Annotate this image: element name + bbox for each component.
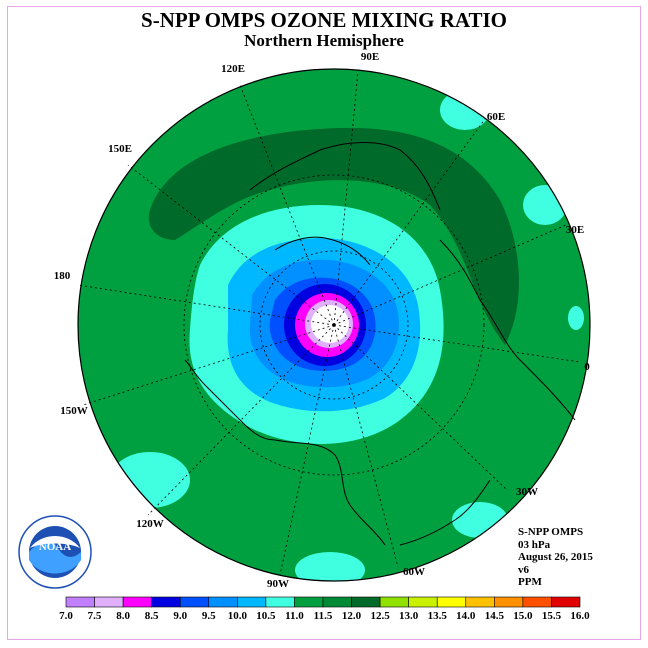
colorbar: 7.0 7.5 8.0 8.5 9.0 9.5 10.0 10.5 11.0 11.5 12.0 12… (59, 596, 590, 622)
colorbar-swatch (65, 596, 95, 608)
coastlines (184, 142, 576, 546)
colorbar-tick-label: 10.5 (256, 610, 276, 622)
meridian-150w (82, 324, 335, 406)
colorbar-swatch (494, 596, 524, 608)
lon-label-120e: 120E (221, 63, 245, 75)
lon-label-60w: 60W (403, 566, 425, 578)
map-title: S-NPP OMPS OZONE MIXING RATIO (141, 8, 507, 32)
coast-north-america (239, 419, 386, 546)
aqua-patch-rim (568, 306, 584, 330)
colorbar-tick-label: 8.0 (116, 610, 130, 622)
meridian-60w (333, 324, 399, 568)
colorbar-swatch (94, 596, 124, 608)
colorbar-swatch (551, 596, 581, 608)
meridian-30e (333, 224, 567, 326)
colorbar-swatch (408, 596, 438, 608)
lon-label-90e: 90E (361, 51, 379, 63)
lon-label-30e: 30E (566, 224, 584, 236)
meridian-150e (127, 164, 335, 326)
colorbar-tick-label: 14.5 (485, 610, 505, 622)
colorbar-swatch (465, 596, 495, 608)
graticule (77, 70, 581, 576)
ozone-field (78, 69, 590, 581)
lon-label-120w: 120W (136, 518, 164, 530)
lon-label-150e: 150E (108, 143, 132, 155)
lon-label-60e: 60E (487, 111, 505, 123)
colorbar-swatch (151, 596, 181, 608)
lon-label-30w: 30W (516, 486, 538, 498)
meridian-120w (147, 324, 335, 516)
map-outline (77, 68, 591, 582)
info-block: S-NPP OMPS 03 hPa August 26, 2015 v6 PPM (518, 526, 593, 589)
aqua-patch-sw (110, 452, 190, 508)
map-subtitle: Northern Hemisphere (244, 31, 404, 50)
colorbar-tick-label: 14.0 (456, 610, 476, 622)
page-frame (7, 6, 641, 640)
logo-text: NOAA (39, 541, 71, 553)
info-instrument: S-NPP OMPS (518, 526, 584, 538)
colorbar-swatch (522, 596, 552, 608)
coast-arctic (274, 236, 371, 266)
latitude-circle-1 (259, 250, 409, 400)
colorbar-tick-label: 12.5 (370, 610, 390, 622)
info-units: PPM (518, 576, 542, 588)
coast-alaska (184, 359, 241, 421)
lon-label-180: 180 (54, 270, 71, 282)
coast-asia (249, 142, 441, 211)
colorbar-swatch (265, 596, 295, 608)
info-date: August 26, 2015 (518, 551, 593, 563)
colorbar-tick-label: 10.0 (228, 610, 248, 622)
colorbar-tick-label: 13.5 (428, 610, 448, 622)
colorbar-swatch (436, 596, 467, 608)
colorbar-tick-label: 8.5 (145, 610, 159, 622)
colorbar-swatch (322, 596, 352, 608)
colorbar-tick-label: 9.0 (173, 610, 187, 622)
colorbar-tick-label: 15.5 (542, 610, 562, 622)
colorbar-swatch (237, 596, 267, 608)
coast-south-america (399, 479, 491, 546)
longitude-labels: 90E 60E 30E 0 30W 60W 90W 120W 150W 180 … (54, 51, 591, 590)
colorbar-swatch (122, 596, 152, 608)
info-level: 03 hPa (518, 538, 551, 551)
info-version: v6 (518, 563, 529, 576)
colorbar-tick-label: 11.0 (285, 610, 304, 622)
lon-label-90w: 90W (267, 578, 289, 590)
lon-label-150w: 150W (60, 405, 88, 417)
colorbar-tick-label: 16.0 (570, 610, 590, 622)
logo-gull (30, 536, 80, 548)
colorbar-swatch (179, 596, 210, 608)
colorbar-tick-label: 15.0 (513, 610, 533, 622)
colorbar-swatch (351, 596, 381, 608)
noaa-logo: NOAA (18, 515, 92, 589)
colorbar-tick-label: 9.5 (202, 610, 216, 622)
aqua-patch-s (295, 552, 365, 581)
colorbar-tick-label: 13.0 (399, 610, 419, 622)
colorbar-tick-label: 11.5 (314, 610, 333, 622)
meridian-0 (333, 324, 581, 363)
colorbar-tick-label: 12.0 (342, 610, 362, 622)
colorbar-swatch (208, 596, 238, 608)
colorbar-swatch (379, 596, 409, 608)
logo-wave (29, 540, 81, 574)
pole-center (311, 305, 349, 343)
colorbar-tick-label: 7.0 (59, 610, 73, 622)
meridian-180 (77, 284, 335, 326)
lon-label-0: 0 (584, 361, 590, 373)
latitude-circle-2 (183, 174, 485, 476)
colorbar-tick-label: 7.5 (88, 610, 102, 622)
colorbar-swatch (294, 596, 324, 608)
coast-europe-africa (439, 239, 576, 421)
dark-green-region (148, 127, 519, 345)
